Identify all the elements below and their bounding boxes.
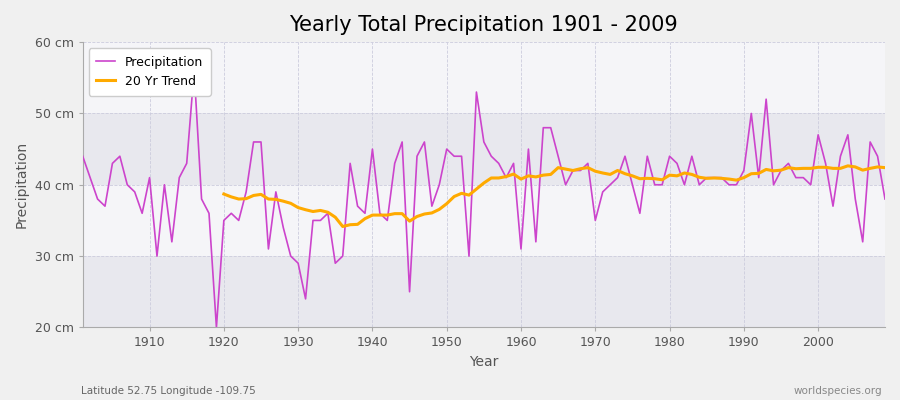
Precipitation bbox=[523, 147, 534, 152]
Precipitation bbox=[211, 325, 221, 330]
Title: Yearly Total Precipitation 1901 - 2009: Yearly Total Precipitation 1901 - 2009 bbox=[290, 15, 679, 35]
Precipitation bbox=[619, 154, 630, 159]
Line: Precipitation: Precipitation bbox=[83, 71, 885, 328]
20 Yr Trend bbox=[879, 165, 890, 170]
Precipitation bbox=[137, 211, 148, 216]
Bar bbox=[83, 0, 885, 42]
Precipitation bbox=[360, 211, 371, 216]
20 Yr Trend bbox=[508, 172, 519, 176]
20 Yr Trend bbox=[605, 172, 616, 177]
Line: 20 Yr Trend: 20 Yr Trend bbox=[224, 166, 885, 226]
Precipitation bbox=[530, 240, 541, 244]
X-axis label: Year: Year bbox=[469, 355, 499, 369]
Text: worldspecies.org: worldspecies.org bbox=[794, 386, 882, 396]
Precipitation bbox=[77, 154, 88, 159]
Precipitation bbox=[879, 197, 890, 202]
Text: Latitude 52.75 Longitude -109.75: Latitude 52.75 Longitude -109.75 bbox=[81, 386, 256, 396]
Bar bbox=[83, 256, 885, 328]
20 Yr Trend bbox=[301, 207, 311, 212]
Bar bbox=[83, 114, 885, 185]
Precipitation bbox=[189, 68, 200, 73]
Legend: Precipitation, 20 Yr Trend: Precipitation, 20 Yr Trend bbox=[89, 48, 211, 96]
Y-axis label: Precipitation: Precipitation bbox=[15, 141, 29, 228]
20 Yr Trend bbox=[516, 177, 526, 182]
20 Yr Trend bbox=[345, 222, 356, 227]
Precipitation bbox=[315, 218, 326, 223]
